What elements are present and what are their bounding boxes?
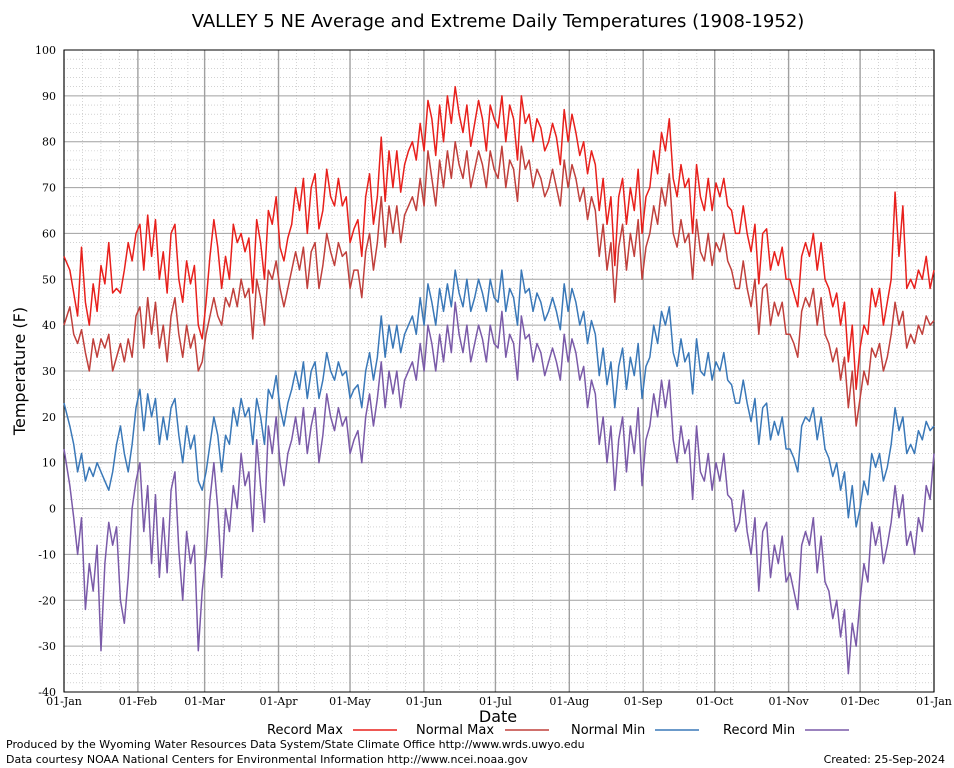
y-axis-label: Temperature (F) <box>10 307 29 436</box>
legend-label-record-min: Record Min <box>723 723 795 738</box>
y-tick-label: -20 <box>38 594 56 607</box>
series-layer <box>63 85 935 675</box>
x-tick-label: 01-Oct <box>696 695 734 708</box>
x-axis-ticks: 01-Jan 01-Feb 01-Mar 01-Apr 01-May 01-Jun 01-J… <box>46 695 952 708</box>
y-tick-label: 80 <box>42 136 56 149</box>
footer-data-courtesy: Data courtesy NOAA National Centers for … <box>6 753 528 766</box>
y-tick-label: 90 <box>42 90 56 103</box>
y-tick-label: -40 <box>38 686 56 699</box>
y-tick-label: 0 <box>49 503 56 516</box>
y-tick-label: 30 <box>42 365 56 378</box>
y-tick-label: 10 <box>42 457 56 470</box>
y-tick-label: 60 <box>42 227 56 240</box>
y-tick-label: 100 <box>35 44 56 57</box>
y-axis-ticks: -40 -30 -20 -10 0 10 20 30 40 50 60 70 80 90 100 <box>35 44 56 699</box>
x-tick-label: 01-Aug <box>549 695 589 708</box>
x-tick-label: 01-Jan <box>916 695 952 708</box>
plot-frame <box>63 49 935 693</box>
x-tick-label: 01-Mar <box>184 695 226 708</box>
series-line-record-min <box>63 301 935 675</box>
x-tick-label: 01-Dec <box>841 695 880 708</box>
footer-created-date: Created: 25-Sep-2024 <box>824 753 945 766</box>
x-tick-label: 01-Sep <box>624 695 663 708</box>
series-line-record-max <box>63 85 935 391</box>
series-line-normal-max <box>63 140 935 427</box>
x-tick-label: 01-Jul <box>479 695 512 708</box>
legend-label-normal-max: Normal Max <box>416 723 494 738</box>
x-tick-label: 01-Feb <box>119 695 157 708</box>
chart-title: VALLEY 5 NE Average and Extreme Daily Te… <box>192 11 805 32</box>
y-tick-label: 50 <box>42 273 56 286</box>
series-line-normal-min <box>63 269 935 528</box>
legend-label-record-max: Record Max <box>267 723 343 738</box>
y-tick-label: 70 <box>42 182 56 195</box>
legend: Record Max Normal Max Normal Min Record … <box>267 723 849 738</box>
y-tick-label: 40 <box>42 319 56 332</box>
x-tick-label: 01-May <box>329 695 372 708</box>
x-tick-label: 01-Jun <box>406 695 442 708</box>
footer-produced-by: Produced by the Wyoming Water Resources … <box>6 738 585 751</box>
legend-label-normal-min: Normal Min <box>571 723 645 738</box>
x-tick-label: 01-Apr <box>260 695 299 708</box>
y-tick-label: -10 <box>38 548 56 561</box>
x-tick-label: 01-Nov <box>769 695 810 708</box>
y-tick-label: 20 <box>42 411 56 424</box>
x-axis-label: Date <box>479 707 517 726</box>
x-tick-label: 01-Jan <box>46 695 82 708</box>
y-tick-label: -30 <box>38 640 56 653</box>
